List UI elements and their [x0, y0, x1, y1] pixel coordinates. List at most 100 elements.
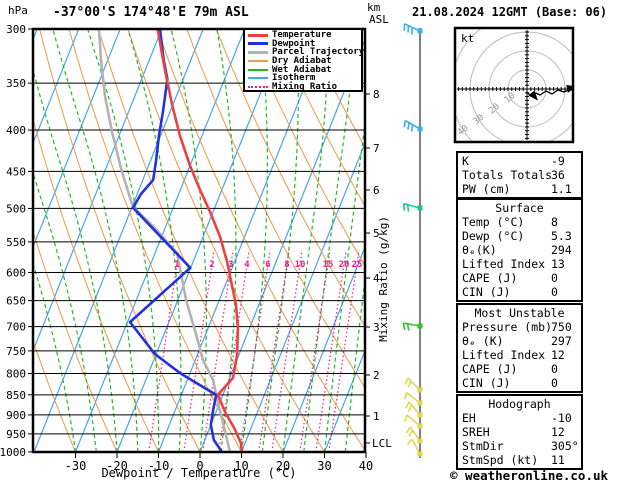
panel-indices: K -9 Totals Totals 36 PW (cm) 1.1 [456, 151, 583, 199]
svg-text:40: 40 [359, 459, 373, 473]
svg-text:950: 950 [6, 428, 26, 441]
panel-title: Surface [495, 201, 544, 215]
legend-swatch [248, 50, 268, 54]
panel-row: Totals Totals 36 [462, 168, 565, 182]
svg-text:7: 7 [373, 142, 380, 155]
svg-text:2: 2 [373, 369, 380, 382]
svg-text:750: 750 [6, 345, 26, 358]
svg-text:15: 15 [323, 260, 334, 270]
svg-text:6: 6 [265, 260, 270, 270]
legend-swatch [248, 77, 268, 80]
panel-row: θₑ (K) 297 [462, 334, 572, 348]
svg-text:500: 500 [6, 202, 26, 215]
x-axis-title: Dewpoint / Temperature (°C) [101, 466, 297, 480]
legend-item: Parcel Trajectory [248, 47, 364, 57]
panel-surface: Surface Temp (°C) 8 Dewp (°C) 5.3 θₑ(K) 294 Lif… [456, 198, 583, 302]
plot-frame [31, 27, 367, 454]
temperature-axis: -30 -20 -10 0 10 20 30 40 [65, 452, 373, 473]
lcl-label: LCL [372, 437, 392, 450]
pressure-axis-unit: hPa [8, 4, 28, 17]
svg-text:4: 4 [244, 260, 250, 270]
legend-item: Temperature [248, 30, 361, 40]
legend-item: Dewpoint [248, 39, 361, 49]
dewpoint-curve [128, 30, 223, 451]
legend-swatch [248, 42, 268, 46]
svg-text:20: 20 [339, 260, 350, 270]
altitude-axis-unit: km [367, 1, 381, 14]
svg-text:900: 900 [6, 409, 26, 422]
panel-row: EH -10 [462, 411, 572, 425]
svg-text:0: 0 [196, 459, 203, 473]
svg-text:1000: 1000 [0, 446, 26, 459]
svg-text:350: 350 [6, 77, 26, 90]
legend-item: Mixing Ratio [248, 82, 361, 92]
svg-text:450: 450 [6, 165, 26, 178]
mixing-ratio-axis-title: Mixing Ratio (g/kg) [377, 216, 390, 342]
panel-title: Most Unstable [474, 306, 565, 320]
svg-text:6: 6 [373, 184, 380, 197]
panel-row: CAPE (J) 0 [462, 271, 558, 285]
legend: Temperature Dewpoint Parcel Trajectory Dry … [243, 28, 364, 92]
legend-item: Dry Adiabat [248, 56, 361, 66]
panel-row: StmDir 305° [462, 439, 579, 453]
svg-text:30: 30 [472, 113, 487, 128]
temperature-curve [156, 30, 244, 451]
svg-text:-10: -10 [148, 459, 170, 473]
panel-row: PW (cm) 1.1 [462, 182, 572, 196]
svg-text:8: 8 [373, 88, 380, 101]
svg-text:10: 10 [234, 459, 248, 473]
legend-item: Wet Adiabat [248, 65, 361, 75]
svg-text:-20: -20 [106, 459, 128, 473]
legend-swatch [248, 33, 268, 37]
panel-row: θₑ(K) 294 [462, 243, 572, 257]
hodograph-unit-label: kt [461, 32, 475, 45]
wind-barb-column [402, 23, 423, 458]
panel-row: SREH 12 [462, 425, 565, 439]
svg-text:1: 1 [373, 410, 380, 423]
svg-text:20: 20 [276, 459, 290, 473]
svg-text:400: 400 [6, 124, 26, 137]
panel-row: K -9 [462, 154, 565, 168]
panel-row: CAPE (J) 0 [462, 362, 558, 376]
svg-text:-30: -30 [65, 459, 87, 473]
panel-title: Hodograph [488, 397, 551, 411]
panel-row: Lifted Index 12 [462, 348, 565, 362]
panel-row: StmSpd (kt) 11 [462, 453, 565, 467]
panel-most-unstable: Most Unstable Pressure (mb) 750 θₑ (K) 297 Li… [456, 303, 583, 393]
legend-swatch [248, 60, 268, 63]
mixing-ratio-labels: 1 2 3 4 6 8 10 15 20 25 [174, 260, 362, 270]
altitude-axis: 1 2 3 4 5 6 7 8 [365, 88, 380, 444]
svg-text:3: 3 [228, 260, 233, 270]
svg-text:25: 25 [352, 260, 363, 270]
svg-text:3: 3 [373, 321, 380, 334]
svg-text:8: 8 [284, 260, 289, 270]
legend-item: Isotherm [248, 73, 361, 83]
copyright: © weatheronline.co.uk [450, 468, 609, 483]
svg-text:40: 40 [456, 123, 471, 138]
station-location-title: -37°00'S 174°48'E 79m ASL [53, 5, 249, 20]
svg-text:2: 2 [209, 260, 214, 270]
svg-text:20: 20 [487, 102, 502, 117]
svg-text:550: 550 [6, 236, 26, 249]
panel-row: CIN (J) 0 [462, 285, 558, 299]
svg-text:4: 4 [373, 272, 380, 285]
panel-hodograph: Hodograph EH -10 SREH 12 StmDir 305° StmSpd (kt… [456, 394, 583, 470]
svg-text:850: 850 [6, 389, 26, 402]
svg-text:800: 800 [6, 368, 26, 381]
altitude-axis-ref: ASL [369, 13, 389, 26]
legend-swatch [248, 68, 268, 71]
run-datetime: 21.08.2024 12GMT (Base: 06) [412, 5, 608, 19]
svg-text:10: 10 [295, 260, 306, 270]
hodograph-frame [453, 26, 575, 144]
panel-row: Temp (°C) 8 [462, 215, 558, 229]
panel-row: Dewp (°C) 5.3 [462, 229, 572, 243]
svg-text:1: 1 [174, 260, 179, 270]
svg-text:700: 700 [6, 321, 26, 334]
svg-text:30: 30 [317, 459, 331, 473]
legend-swatch [248, 85, 268, 88]
skewt-background [34, 30, 364, 451]
svg-text:5: 5 [373, 227, 380, 240]
svg-text:650: 650 [6, 295, 26, 308]
